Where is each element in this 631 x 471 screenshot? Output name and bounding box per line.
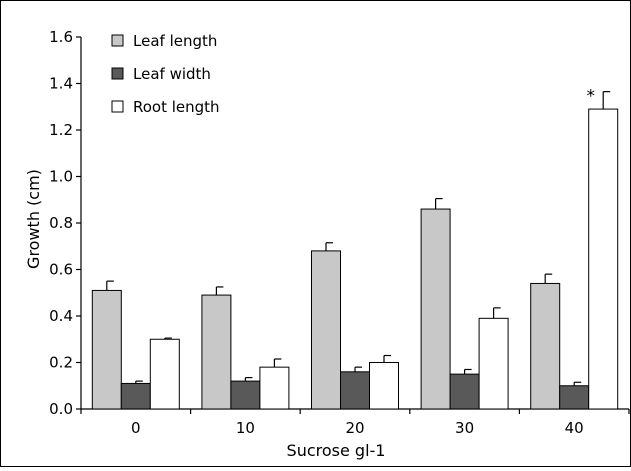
- y-tick-label: 0.2: [49, 354, 73, 372]
- bar: [340, 371, 370, 410]
- significance-annotation: *: [586, 87, 595, 107]
- y-tick-label: 1.0: [49, 168, 73, 186]
- legend-label: Leaf length: [133, 32, 217, 50]
- bar: [420, 208, 451, 410]
- x-tick-label: 20: [345, 419, 364, 437]
- bar: [478, 317, 509, 410]
- y-tick-label: 0.6: [49, 261, 73, 279]
- x-tick-label: 10: [236, 419, 255, 437]
- y-tick-label: 1.6: [49, 28, 73, 46]
- legend-swatch: [111, 34, 124, 47]
- y-tick-label: 0.8: [49, 214, 73, 232]
- bar: [120, 382, 151, 410]
- y-tick-label: 1.2: [49, 121, 73, 139]
- bar: [201, 294, 232, 410]
- bar: [449, 373, 480, 410]
- bar: [311, 250, 341, 410]
- x-tick-label: 40: [565, 419, 584, 437]
- legend-swatch: [111, 67, 124, 80]
- legend-label: Leaf width: [133, 65, 211, 83]
- x-axis-title: Sucrose gl-1: [287, 441, 386, 460]
- legend-label: Root length: [133, 98, 220, 116]
- y-tick-label: 1.4: [49, 75, 73, 93]
- bar: [230, 380, 261, 410]
- y-tick-label: 0.4: [49, 307, 73, 325]
- y-axis-title: Growth (cm): [24, 169, 43, 269]
- bars: *: [91, 87, 619, 410]
- bar: [259, 366, 290, 410]
- bar: [369, 362, 399, 410]
- bar: [149, 338, 180, 410]
- axes: 0.0 0.2 0.4 0.6 0.8 1.0 1.2 1.4 1.6 0 10 20 30 40: [49, 28, 630, 437]
- y-tick-label: 0.0: [49, 400, 73, 418]
- bar: [588, 108, 619, 410]
- bar: [559, 385, 590, 410]
- bar: [91, 289, 122, 410]
- legend: Leaf length Leaf width Root length: [111, 32, 220, 116]
- bar: [530, 282, 561, 410]
- x-tick-label: 0: [131, 419, 141, 437]
- legend-swatch: [111, 100, 124, 113]
- x-tick-label: 30: [455, 419, 474, 437]
